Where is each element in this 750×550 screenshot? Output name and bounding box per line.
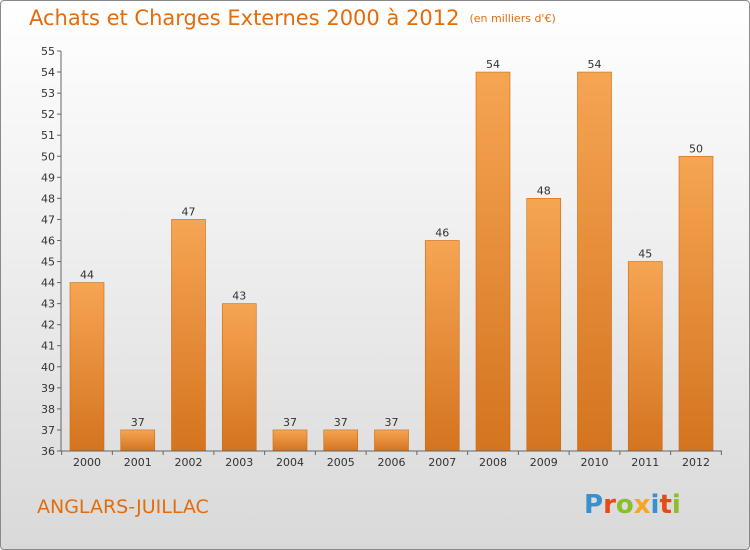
logo-letter: x — [633, 490, 651, 520]
y-tick-label: 49 — [41, 171, 55, 184]
bar — [171, 219, 206, 452]
x-tick-label: 2011 — [631, 456, 659, 469]
logo-letter: P — [584, 490, 604, 520]
y-tick-label: 50 — [41, 150, 55, 163]
y-tick-label: 36 — [41, 445, 55, 458]
y-tick-label: 46 — [41, 234, 55, 247]
bar — [272, 429, 308, 452]
data-label: 48 — [537, 184, 551, 197]
unit-text: (en milliers d'€) — [469, 12, 556, 25]
data-label: 44 — [80, 269, 94, 282]
x-tick-label: 2001 — [124, 456, 152, 469]
data-label: 37 — [334, 416, 348, 429]
y-tick-label: 45 — [41, 256, 55, 269]
logo-letter: i — [671, 490, 681, 520]
y-tick-label: 38 — [41, 403, 55, 416]
y-tick-label: 48 — [41, 192, 55, 205]
bar — [69, 282, 105, 452]
y-tick-label: 42 — [41, 319, 55, 332]
y-tick-label: 44 — [41, 277, 55, 290]
logo-letter: o — [615, 490, 634, 520]
bar — [475, 71, 511, 452]
bar — [374, 429, 409, 452]
y-tick-label: 43 — [41, 298, 55, 311]
x-tick-label: 2003 — [225, 456, 253, 469]
x-axis: 2000 2001 2002 2003 2004 2005 2006 2007 2008 2009… — [61, 450, 722, 469]
bars: 44 37 47 43 37 37 37 46 54 48 54 45 50 — [69, 58, 714, 452]
y-axis: 36 37 38 39 40 41 42 43 44 45 46 47 48 49 50 51 52 53 54 55 — [41, 45, 62, 458]
bar — [323, 429, 359, 452]
y-tick-label: 37 — [41, 424, 55, 437]
data-label: 50 — [689, 142, 703, 155]
y-tick-label: 54 — [41, 66, 55, 79]
data-label: 46 — [435, 226, 449, 239]
y-tick-label: 41 — [41, 340, 55, 353]
bar — [120, 429, 156, 452]
bar — [577, 71, 612, 452]
x-tick-label: 2009 — [530, 456, 558, 469]
logo-letter: r — [603, 490, 616, 520]
bar — [221, 303, 257, 452]
bar — [627, 261, 663, 452]
x-tick-label: 2012 — [682, 456, 710, 469]
bar — [424, 240, 460, 452]
y-tick-label: 52 — [41, 108, 55, 121]
logo-letter: t — [659, 490, 672, 520]
data-label: 43 — [232, 290, 246, 303]
y-tick-label: 47 — [41, 213, 55, 226]
x-tick-label: 2006 — [378, 456, 406, 469]
commune-name: ANGLARS-JUILLAC — [37, 496, 209, 518]
title-text: Achats et Charges Externes 2000 à 2012 — [29, 6, 460, 30]
bar — [526, 198, 562, 452]
x-tick-label: 2002 — [175, 456, 203, 469]
x-tick-label: 2005 — [327, 456, 355, 469]
data-label: 37 — [283, 416, 297, 429]
data-label: 54 — [588, 58, 602, 71]
data-label: 54 — [486, 58, 500, 71]
chart-title: Achats et Charges Externes 2000 à 2012 (e… — [29, 6, 556, 30]
x-tick-label: 2007 — [428, 456, 456, 469]
y-tick-label: 51 — [41, 129, 55, 142]
x-tick-label: 2004 — [276, 456, 304, 469]
y-tick-label: 40 — [41, 361, 55, 374]
y-tick-label: 39 — [41, 382, 55, 395]
data-label: 45 — [638, 248, 652, 261]
y-tick-label: 53 — [41, 87, 55, 100]
y-tick-label: 55 — [41, 45, 55, 58]
data-label: 37 — [131, 416, 145, 429]
logo-letter: i — [650, 490, 660, 520]
data-label: 47 — [182, 205, 196, 218]
proxiti-logo: Proxiti — [584, 490, 681, 520]
bar — [678, 155, 714, 452]
x-tick-label: 2010 — [581, 456, 609, 469]
data-label: 37 — [385, 416, 399, 429]
x-tick-label: 2000 — [73, 456, 101, 469]
x-tick-label: 2008 — [479, 456, 507, 469]
